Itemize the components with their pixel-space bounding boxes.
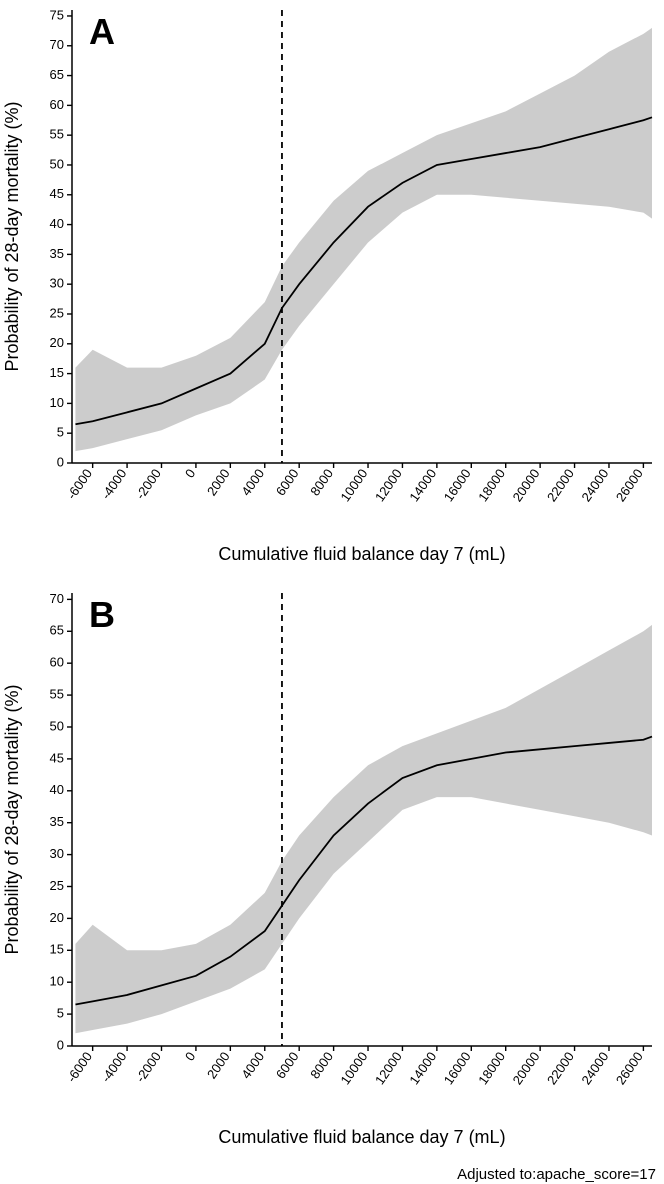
svg-text:20: 20 <box>50 335 64 350</box>
svg-text:B: B <box>89 594 115 635</box>
svg-text:40: 40 <box>50 216 64 231</box>
svg-text:45: 45 <box>50 750 64 765</box>
svg-text:0: 0 <box>57 1037 64 1052</box>
svg-text:70: 70 <box>50 591 64 606</box>
svg-text:20: 20 <box>50 910 64 925</box>
svg-text:75: 75 <box>50 7 64 22</box>
svg-text:Probability of 28-day mortalit: Probability of 28-day mortality (%) <box>2 684 22 954</box>
svg-text:A: A <box>89 11 115 52</box>
svg-text:50: 50 <box>50 718 64 733</box>
svg-text:0: 0 <box>57 454 64 469</box>
svg-text:55: 55 <box>50 687 64 702</box>
svg-text:25: 25 <box>50 305 64 320</box>
svg-text:25: 25 <box>50 878 64 893</box>
chart-svg: 051015202530354045505560657075-6000-4000… <box>0 0 664 578</box>
svg-text:Cumulative fluid balance day 7: Cumulative fluid balance day 7 (mL) <box>218 1127 505 1147</box>
svg-text:60: 60 <box>50 655 64 670</box>
panel-a: 051015202530354045505560657075-6000-4000… <box>0 0 664 583</box>
svg-text:Probability of 28-day mortalit: Probability of 28-day mortality (%) <box>2 101 22 371</box>
svg-text:10: 10 <box>50 974 64 989</box>
caption: Adjusted to:apache_score=17 <box>0 1166 664 1183</box>
svg-text:65: 65 <box>50 623 64 638</box>
svg-text:5: 5 <box>57 425 64 440</box>
svg-text:65: 65 <box>50 67 64 82</box>
svg-text:55: 55 <box>50 127 64 142</box>
svg-text:15: 15 <box>50 365 64 380</box>
svg-text:10: 10 <box>50 395 64 410</box>
svg-text:45: 45 <box>50 186 64 201</box>
svg-text:30: 30 <box>50 276 64 291</box>
svg-text:35: 35 <box>50 246 64 261</box>
svg-text:15: 15 <box>50 942 64 957</box>
svg-text:60: 60 <box>50 97 64 112</box>
svg-text:40: 40 <box>50 782 64 797</box>
svg-text:Cumulative fluid balance day 7: Cumulative fluid balance day 7 (mL) <box>218 544 505 564</box>
svg-text:5: 5 <box>57 1006 64 1021</box>
panel-b: 0510152025303540455055606570-6000-4000-2… <box>0 583 664 1166</box>
svg-text:30: 30 <box>50 846 64 861</box>
chart-svg: 0510152025303540455055606570-6000-4000-2… <box>0 583 664 1161</box>
figure-container: 051015202530354045505560657075-6000-4000… <box>0 0 664 1184</box>
svg-text:35: 35 <box>50 814 64 829</box>
svg-text:50: 50 <box>50 156 64 171</box>
svg-text:70: 70 <box>50 37 64 52</box>
